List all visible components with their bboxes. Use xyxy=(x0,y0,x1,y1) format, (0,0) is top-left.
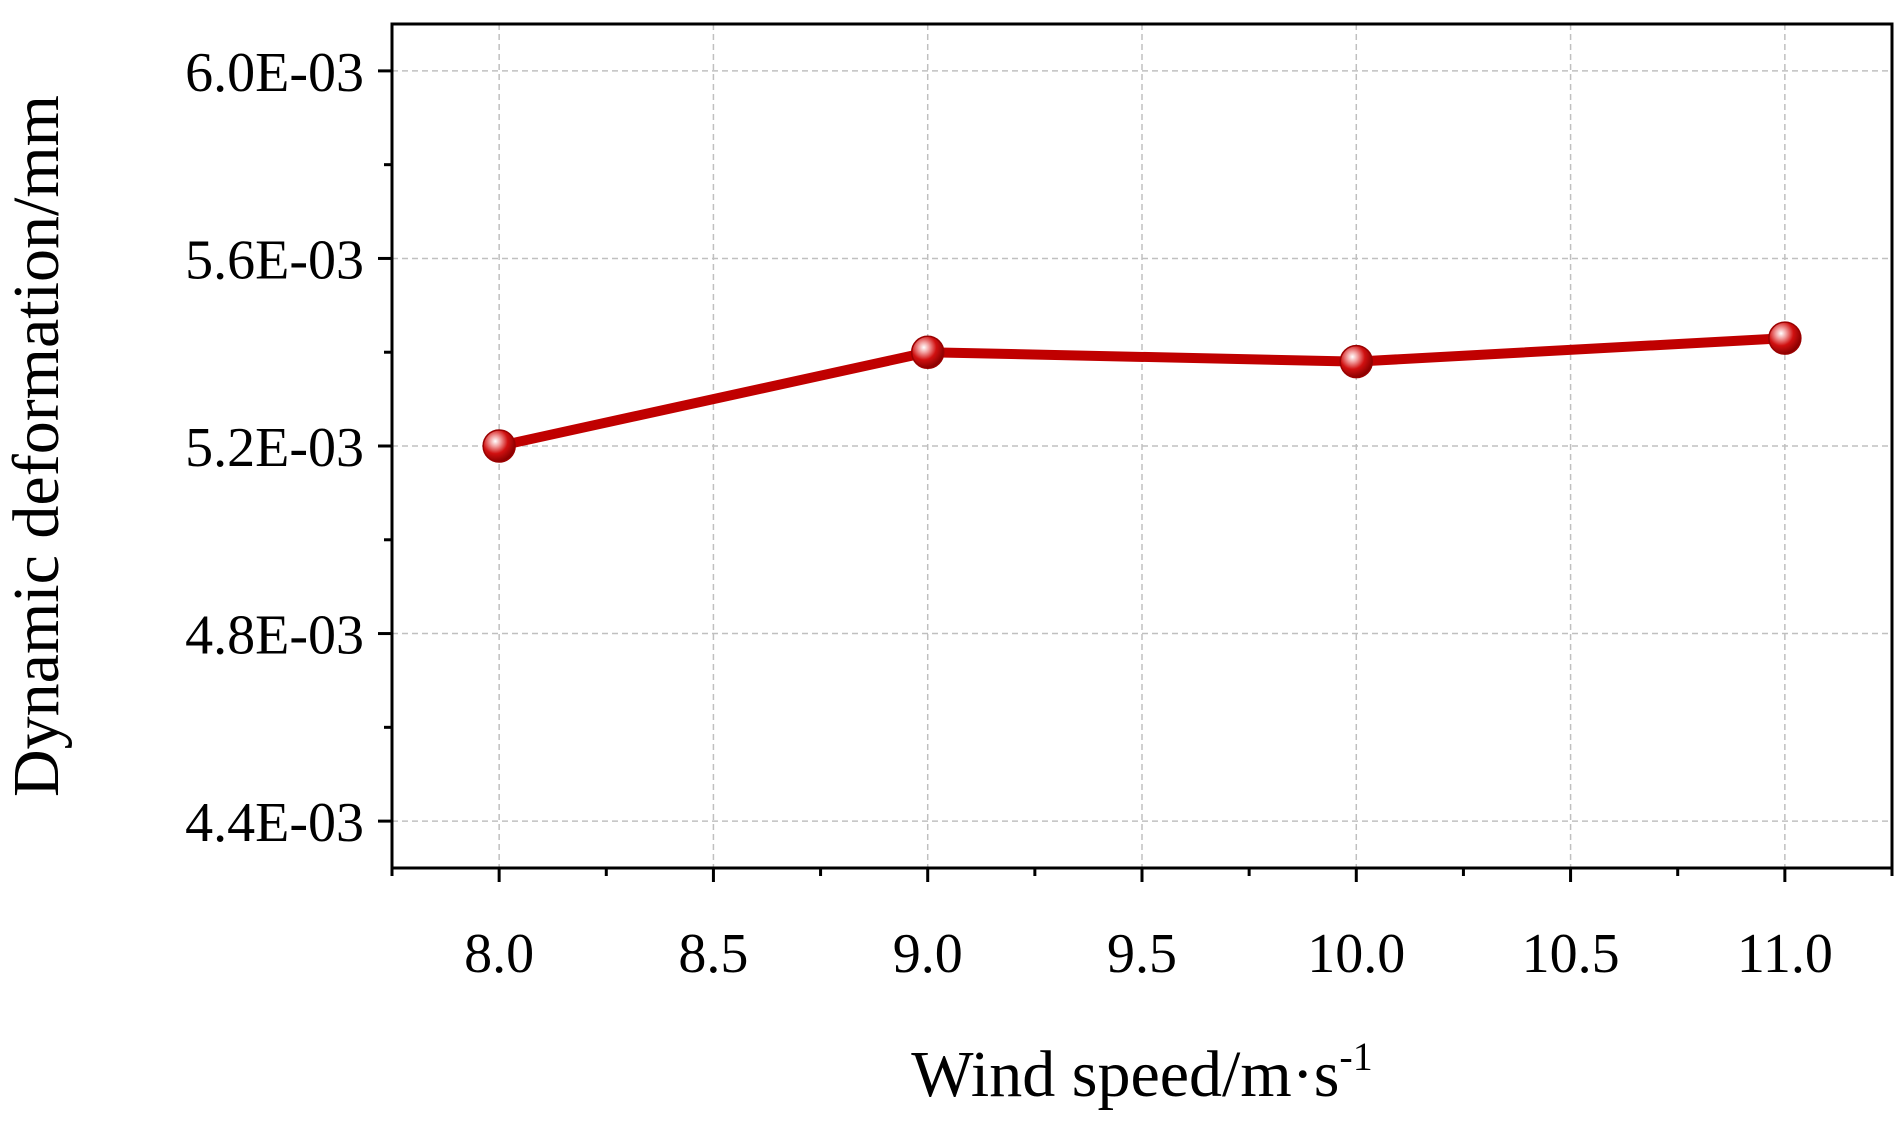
x-tick-label: 9.5 xyxy=(1107,923,1177,985)
x-tick-labels: 8.0 8.5 9.0 9.5 10.0 10.5 11.0 xyxy=(464,923,1833,985)
x-tick-label: 10.5 xyxy=(1522,923,1620,985)
y-tick-label: 5.2E-03 xyxy=(185,417,364,479)
axis-ticks xyxy=(378,69,1894,882)
x-axis-title: Wind speed/m·s-1 xyxy=(911,1034,1372,1111)
y-tick-label: 6.0E-03 xyxy=(185,42,364,104)
x-axis-title-main: Wind speed/m·s xyxy=(911,1038,1339,1111)
data-point xyxy=(482,429,516,463)
x-tick-label: 11.0 xyxy=(1737,923,1833,985)
y-tick-labels: 4.4E-03 4.8E-03 5.2E-03 5.6E-03 6.0E-03 xyxy=(185,42,364,854)
x-tick-label: 8.0 xyxy=(464,923,534,985)
x-tick-label: 9.0 xyxy=(893,923,963,985)
data-point xyxy=(910,335,945,369)
y-axis-title: Dynamic deformation/mm xyxy=(0,95,73,797)
y-tick-label: 4.4E-03 xyxy=(185,792,364,854)
x-tick-label: 8.5 xyxy=(678,923,748,985)
y-tick-label: 4.8E-03 xyxy=(185,605,364,667)
data-point xyxy=(1768,321,1802,355)
y-tick-label: 5.6E-03 xyxy=(185,229,364,291)
series-line xyxy=(494,333,1790,451)
data-point xyxy=(1339,344,1374,379)
grid-lines xyxy=(392,24,1892,868)
x-axis-title-superscript: -1 xyxy=(1339,1034,1372,1079)
x-tick-label: 10.0 xyxy=(1307,923,1405,985)
data-series xyxy=(482,321,1802,463)
